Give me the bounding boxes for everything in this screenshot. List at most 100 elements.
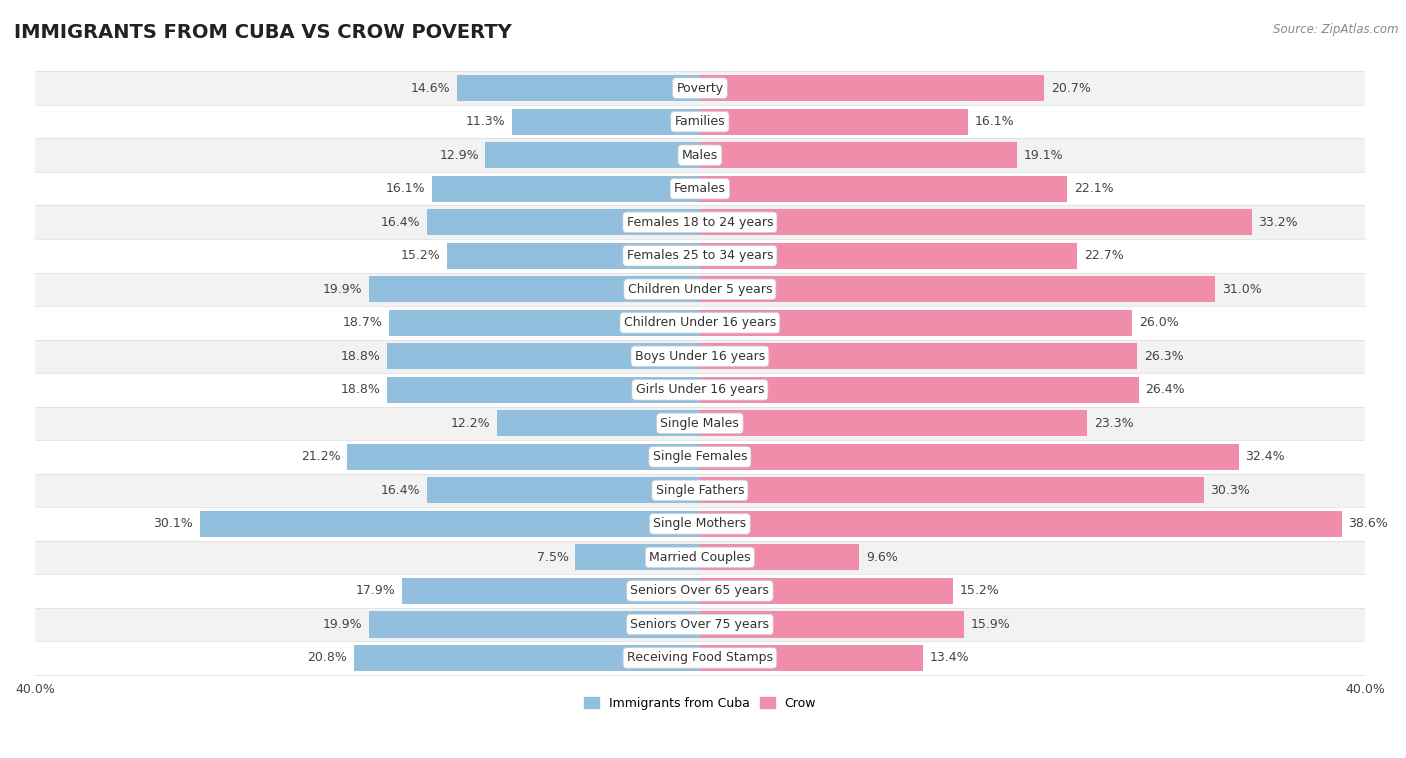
Bar [700,75,1045,102]
Text: 11.3%: 11.3% [465,115,505,128]
Bar [370,612,700,637]
Text: Married Couples: Married Couples [650,551,751,564]
Text: 38.6%: 38.6% [1348,518,1388,531]
Bar [700,143,1018,168]
Text: Families: Families [675,115,725,128]
Bar [427,209,700,235]
Text: 26.4%: 26.4% [1146,384,1185,396]
Text: 17.9%: 17.9% [356,584,395,597]
Text: 13.4%: 13.4% [929,651,969,665]
Bar [700,209,1251,235]
Bar [700,410,1087,437]
Bar [35,406,1365,440]
Text: Single Males: Single Males [661,417,740,430]
Bar [700,544,859,571]
Bar [354,645,700,671]
Text: 30.3%: 30.3% [1211,484,1250,497]
Text: 7.5%: 7.5% [537,551,568,564]
Bar [402,578,700,604]
Text: 32.4%: 32.4% [1246,450,1285,463]
Bar [35,139,1365,172]
Bar [427,478,700,503]
Text: 20.7%: 20.7% [1050,82,1091,95]
Text: 12.2%: 12.2% [451,417,491,430]
Text: 16.4%: 16.4% [381,216,420,229]
Text: 19.1%: 19.1% [1024,149,1064,161]
Text: 18.8%: 18.8% [340,349,381,363]
Bar [35,373,1365,406]
Text: Males: Males [682,149,718,161]
Bar [35,172,1365,205]
Text: Seniors Over 65 years: Seniors Over 65 years [630,584,769,597]
Text: 15.2%: 15.2% [959,584,1000,597]
Text: 20.8%: 20.8% [308,651,347,665]
Text: 19.9%: 19.9% [323,618,363,631]
Bar [457,75,700,102]
Bar [700,377,1139,403]
Text: IMMIGRANTS FROM CUBA VS CROW POVERTY: IMMIGRANTS FROM CUBA VS CROW POVERTY [14,23,512,42]
Bar [388,377,700,403]
Bar [447,243,700,269]
Text: 19.9%: 19.9% [323,283,363,296]
Text: 12.9%: 12.9% [439,149,479,161]
Text: 9.6%: 9.6% [866,551,898,564]
Bar [700,443,1239,470]
Bar [35,205,1365,239]
Legend: Immigrants from Cuba, Crow: Immigrants from Cuba, Crow [579,691,821,715]
Text: Females 18 to 24 years: Females 18 to 24 years [627,216,773,229]
Text: Children Under 5 years: Children Under 5 years [627,283,772,296]
Bar [35,474,1365,507]
Bar [700,276,1215,302]
Bar [498,410,700,437]
Text: 26.3%: 26.3% [1143,349,1184,363]
Bar [700,612,965,637]
Bar [35,608,1365,641]
Text: 18.7%: 18.7% [343,316,382,329]
Bar [35,540,1365,574]
Text: Receiving Food Stamps: Receiving Food Stamps [627,651,773,665]
Bar [575,544,700,571]
Text: Children Under 16 years: Children Under 16 years [624,316,776,329]
Bar [700,108,967,135]
Bar [35,507,1365,540]
Text: Boys Under 16 years: Boys Under 16 years [634,349,765,363]
Bar [35,273,1365,306]
Text: 33.2%: 33.2% [1258,216,1298,229]
Bar [700,176,1067,202]
Bar [35,440,1365,474]
Bar [35,340,1365,373]
Text: Girls Under 16 years: Girls Under 16 years [636,384,763,396]
Bar [347,443,700,470]
Bar [35,641,1365,675]
Bar [432,176,700,202]
Bar [700,243,1077,269]
Bar [35,105,1365,139]
Bar [35,71,1365,105]
Text: Females 25 to 34 years: Females 25 to 34 years [627,249,773,262]
Text: 26.0%: 26.0% [1139,316,1178,329]
Text: Poverty: Poverty [676,82,724,95]
Bar [700,478,1204,503]
Bar [35,574,1365,608]
Bar [35,239,1365,273]
Text: 18.8%: 18.8% [340,384,381,396]
Text: 14.6%: 14.6% [411,82,450,95]
Bar [389,310,700,336]
Text: 22.1%: 22.1% [1074,182,1114,196]
Text: Single Fathers: Single Fathers [655,484,744,497]
Bar [512,108,700,135]
Text: 30.1%: 30.1% [153,518,193,531]
Bar [700,310,1132,336]
Text: Single Females: Single Females [652,450,747,463]
Bar [485,143,700,168]
Bar [388,343,700,369]
Text: 16.1%: 16.1% [974,115,1014,128]
Text: 16.4%: 16.4% [381,484,420,497]
Text: 15.2%: 15.2% [401,249,440,262]
Bar [200,511,700,537]
Text: Source: ZipAtlas.com: Source: ZipAtlas.com [1274,23,1399,36]
Bar [35,306,1365,340]
Text: 31.0%: 31.0% [1222,283,1261,296]
Bar [700,645,922,671]
Text: 21.2%: 21.2% [301,450,340,463]
